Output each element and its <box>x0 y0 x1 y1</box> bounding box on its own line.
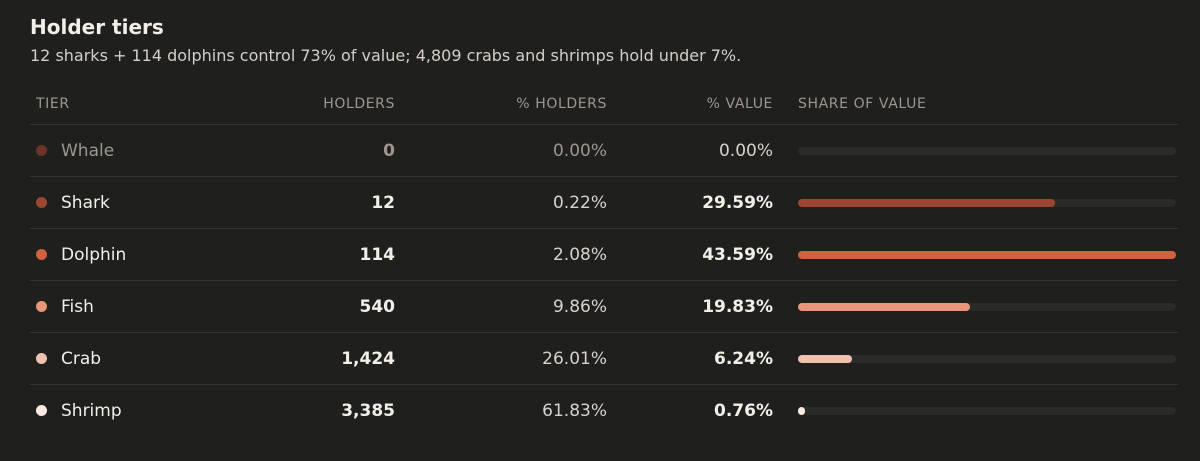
tier-label: Crab <box>61 348 102 369</box>
pct-value-cell: 29.59% <box>702 192 773 213</box>
share-of-value-cell <box>773 406 1178 415</box>
share-bar-track <box>798 146 1176 155</box>
tier-label: Shrimp <box>61 400 122 421</box>
tier-cell: Shark <box>30 193 180 213</box>
share-bar-track <box>798 406 1176 415</box>
card-subtitle: 12 sharks + 114 dolphins control 73% of … <box>30 46 742 65</box>
table-row: Fish 540 9.86% 19.83% <box>30 281 1178 333</box>
tier-cell: Shrimp <box>30 401 180 421</box>
share-bar-track <box>798 302 1176 311</box>
table-row: Crab 1,424 26.01% 6.24% <box>30 333 1178 385</box>
share-of-value-cell <box>773 146 1178 155</box>
column-header-tier: TIER <box>36 96 70 112</box>
tier-color-dot-icon <box>36 405 47 416</box>
share-of-value-cell <box>773 354 1178 363</box>
holders-cell: 114 <box>359 244 396 265</box>
column-header-pct-holders: % HOLDERS <box>516 96 607 112</box>
column-header-holders: HOLDERS <box>323 96 395 112</box>
table-row: Shrimp 3,385 61.83% 0.76% <box>30 385 1178 436</box>
share-of-value-cell <box>773 250 1178 259</box>
share-bar-fill <box>798 198 1055 207</box>
table-header: TIER HOLDERS % HOLDERS % VALUE SHARE OF … <box>30 84 1178 125</box>
pct-holders-cell: 61.83% <box>542 400 607 421</box>
pct-value-cell: 19.83% <box>702 296 773 317</box>
tier-cell: Whale <box>30 141 180 161</box>
share-bar-fill <box>798 250 1176 259</box>
share-bar-fill <box>798 406 805 415</box>
share-bar-track <box>798 354 1176 363</box>
holders-cell: 0 <box>383 140 395 161</box>
share-of-value-cell <box>773 198 1178 207</box>
tier-color-dot-icon <box>36 249 47 260</box>
tier-color-dot-icon <box>36 353 47 364</box>
card-title: Holder tiers <box>30 15 164 39</box>
table-body: Whale 0 0.00% 0.00% Shark 12 0.22% 29.59% Dolphi… <box>30 125 1178 436</box>
table-row: Whale 0 0.00% 0.00% <box>30 125 1178 177</box>
column-header-pct-value: % VALUE <box>706 96 773 112</box>
holders-cell: 12 <box>371 192 395 213</box>
share-bar-fill <box>798 302 970 311</box>
holders-cell: 1,424 <box>341 348 395 369</box>
pct-holders-cell: 9.86% <box>552 296 607 317</box>
tier-color-dot-icon <box>36 145 47 156</box>
table-row: Shark 12 0.22% 29.59% <box>30 177 1178 229</box>
share-of-value-cell <box>773 302 1178 311</box>
holder-tiers-table: TIER HOLDERS % HOLDERS % VALUE SHARE OF … <box>30 84 1178 436</box>
share-bar-track <box>798 198 1176 207</box>
pct-holders-cell: 0.22% <box>552 192 607 213</box>
tier-cell: Fish <box>30 297 180 317</box>
pct-holders-cell: 2.08% <box>552 244 607 265</box>
tier-label: Shark <box>61 192 110 213</box>
pct-holders-cell: 26.01% <box>542 348 607 369</box>
pct-holders-cell: 0.00% <box>552 140 607 161</box>
pct-value-cell: 0.00% <box>718 140 773 161</box>
tier-label: Whale <box>61 140 115 161</box>
share-bar-track <box>798 250 1176 259</box>
share-bar-fill <box>798 354 852 363</box>
pct-value-cell: 6.24% <box>714 348 773 369</box>
holders-cell: 540 <box>359 296 396 317</box>
tier-label: Dolphin <box>61 244 127 265</box>
column-header-share: SHARE OF VALUE <box>798 96 927 112</box>
pct-value-cell: 0.76% <box>714 400 773 421</box>
table-row: Dolphin 114 2.08% 43.59% <box>30 229 1178 281</box>
tier-label: Fish <box>61 296 94 317</box>
tier-color-dot-icon <box>36 301 47 312</box>
holders-cell: 3,385 <box>341 400 395 421</box>
tier-color-dot-icon <box>36 197 47 208</box>
pct-value-cell: 43.59% <box>702 244 773 265</box>
tier-cell: Dolphin <box>30 245 180 265</box>
tier-cell: Crab <box>30 349 180 369</box>
